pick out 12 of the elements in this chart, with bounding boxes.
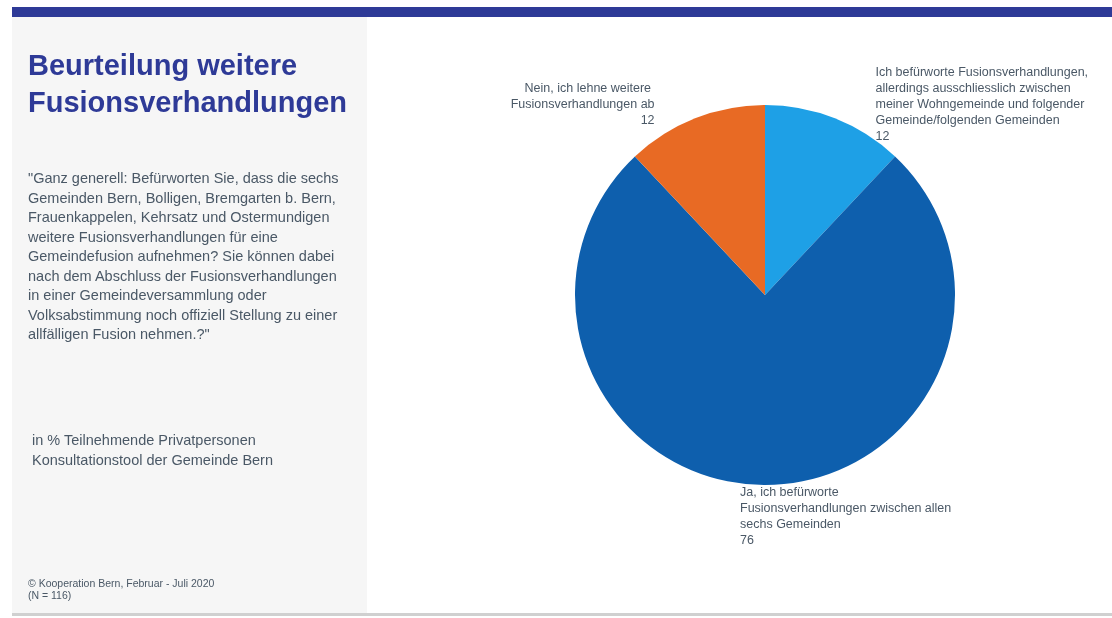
slice-label: Nein, ich lehne weitere Fusionsverhandlungen ab bbox=[510, 81, 655, 112]
text: (N = 116) bbox=[28, 589, 73, 601]
data-label: 12 bbox=[875, 129, 890, 144]
data-label: 76 bbox=[740, 533, 754, 547]
text: Beurteilung weitere Fusionsverhandlungen bbox=[28, 48, 349, 120]
text: © Kooperation Bern, Februar - Juli 2020 bbox=[28, 577, 216, 589]
slice-label: Ja, ich befürworte Fusionsverhandlungen zwischen allen sechs Gemeinden bbox=[740, 485, 955, 531]
text: Konsultationstool der Gemeinde Bern bbox=[32, 450, 274, 470]
text: "Ganz generell: Befürworten Sie, dass die sechs Gemeinden Bern, Bolligen, Bremgarten b. Bern, Frauenkappelen, Kehrsatz und Ostermundigen weitere Fusionsverhandlungen für eine Gemeindefusion aufnehmen? Sie können dabei nach dem Abschluss der Fusionsverhandlungen in einer Gemeindeversammlung oder Volksabstimmung noch offiziell Stellung zu einer allfälligen Fusion nehmen.?" bbox=[28, 170, 339, 342]
slice-label: Ich befürworte Fusionsverhandlungen, allerdings ausschliesslich zwischen meiner Wohngemeinde und folgender Gemeinde/folgenden Gemeinden bbox=[875, 65, 1092, 128]
data-label: 12 bbox=[640, 113, 655, 128]
text: in % Teilnehmende Privatpersonen bbox=[32, 431, 257, 450]
